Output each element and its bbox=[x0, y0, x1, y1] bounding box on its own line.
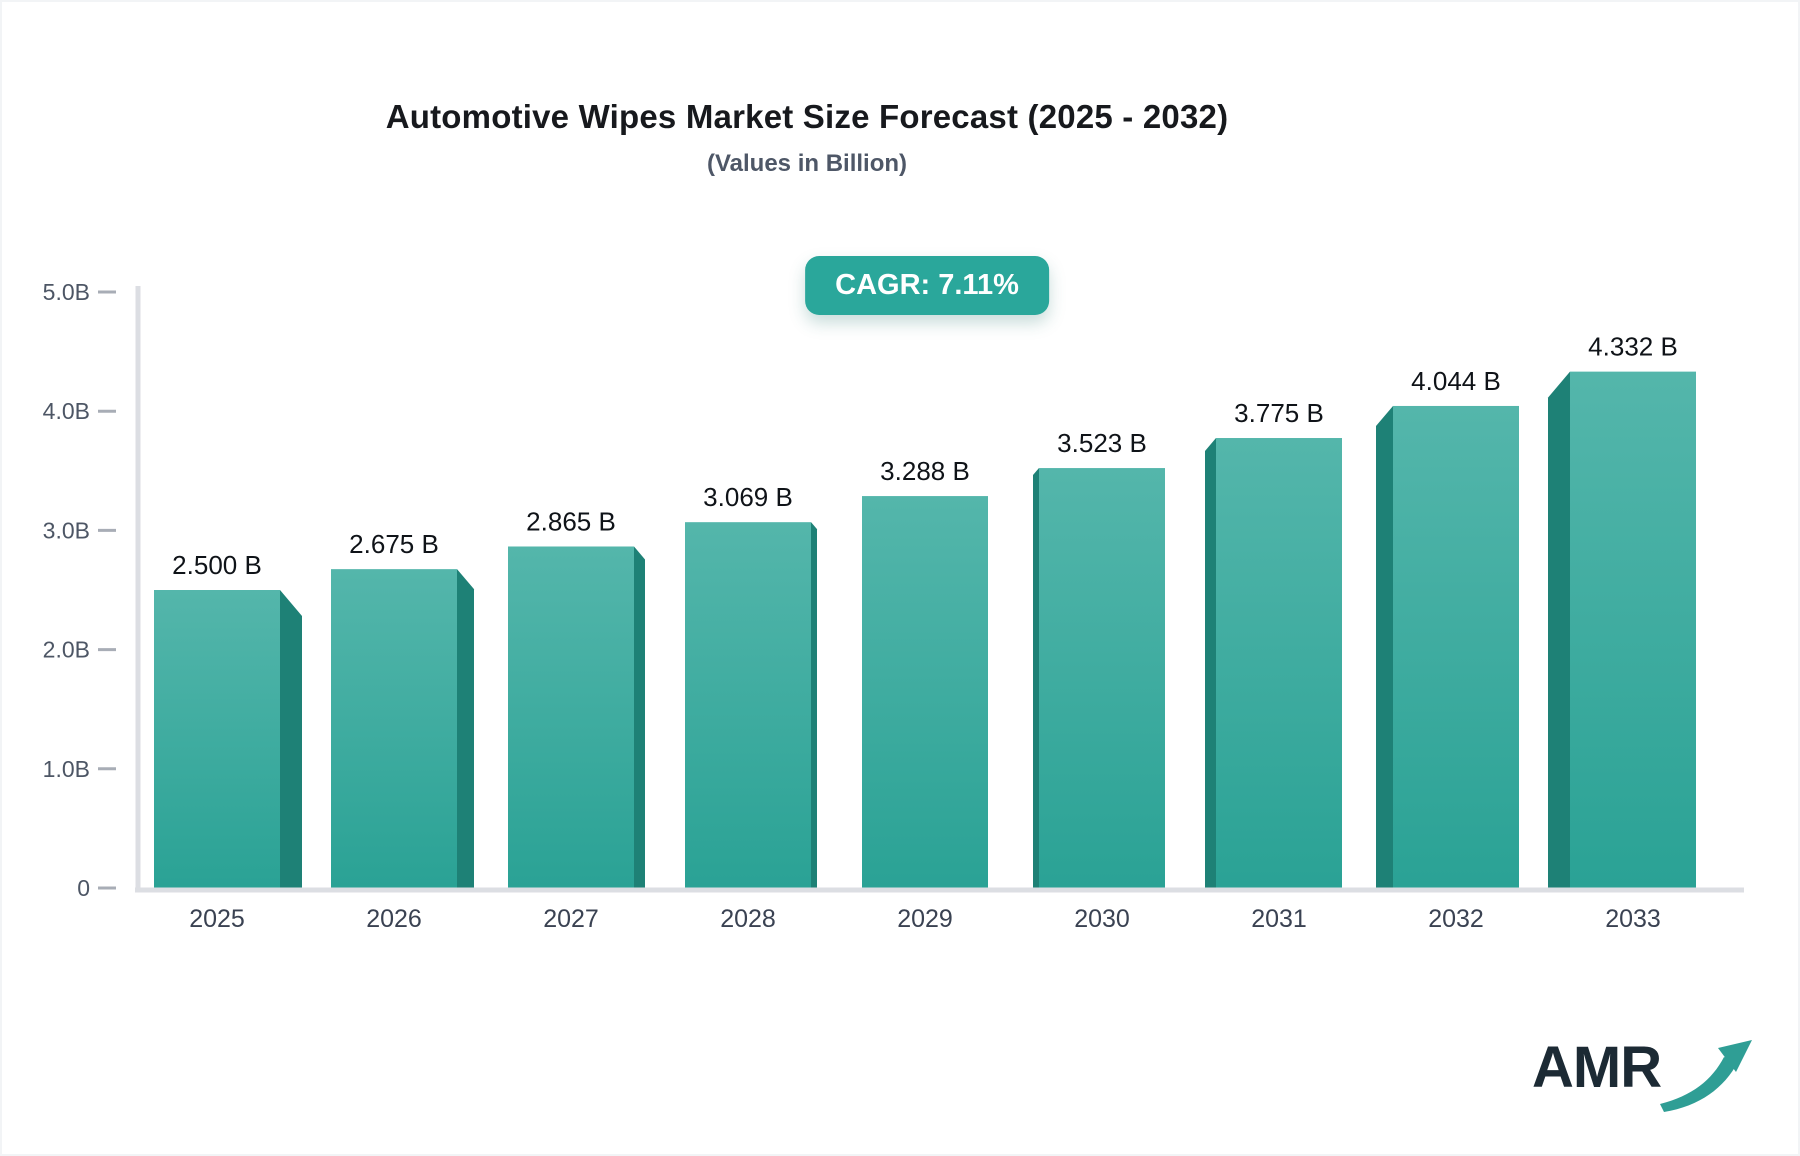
growth-arrow-icon bbox=[1660, 1040, 1752, 1112]
bar-side-2026 bbox=[457, 569, 474, 888]
bar-side-2028 bbox=[811, 522, 817, 888]
x-axis-label: 2033 bbox=[1605, 905, 1661, 933]
y-axis-label: 4.0B bbox=[43, 398, 90, 424]
bar-value-label: 3.069 B bbox=[703, 482, 793, 512]
bar-2031 bbox=[1216, 438, 1342, 888]
y-axis-label: 5.0B bbox=[43, 279, 90, 305]
amr-logo-text: AMR bbox=[1532, 1035, 1662, 1100]
bar-value-label: 2.675 B bbox=[349, 529, 439, 559]
x-axis-label: 2028 bbox=[720, 905, 776, 933]
y-axis-label: 0 bbox=[77, 875, 90, 901]
bar-value-label: 3.288 B bbox=[880, 456, 970, 486]
x-axis-label: 2029 bbox=[897, 905, 953, 933]
x-axis-label: 2027 bbox=[543, 905, 599, 933]
bar-side-2030 bbox=[1033, 468, 1039, 888]
y-axis-label: 2.0B bbox=[43, 637, 90, 663]
bar-side-2033 bbox=[1548, 371, 1570, 888]
bar-2028 bbox=[685, 522, 811, 888]
x-axis-label: 2032 bbox=[1428, 905, 1484, 933]
bar-2025 bbox=[154, 590, 280, 888]
bar-side-2025 bbox=[280, 590, 302, 888]
bar-2027 bbox=[508, 546, 634, 888]
x-axis-label: 2031 bbox=[1251, 905, 1307, 933]
bar-value-label: 4.332 B bbox=[1588, 332, 1678, 362]
market-chart: 0 1.0B 2.0B 3.0B 4.0B 5.0B 2.500 B 2025 2.675 B 2… bbox=[43, 279, 1744, 933]
bar-value-label: 2.500 B bbox=[172, 550, 262, 580]
x-axis-label: 2025 bbox=[189, 905, 245, 933]
y-axis-label: 1.0B bbox=[43, 756, 90, 782]
bar-value-label: 2.865 B bbox=[526, 506, 616, 536]
bar-2029 bbox=[862, 496, 988, 888]
x-axis-label: 2026 bbox=[366, 905, 422, 933]
bar-2033 bbox=[1570, 371, 1696, 888]
bar-2026 bbox=[331, 569, 457, 888]
y-axis-label: 3.0B bbox=[43, 517, 90, 543]
chart-title: Automotive Wipes Market Size Forecast (2… bbox=[385, 98, 1229, 135]
bar-side-2031 bbox=[1205, 438, 1216, 888]
bar-side-2027 bbox=[634, 546, 645, 888]
x-axis-label: 2030 bbox=[1074, 905, 1130, 933]
bar-side-2032 bbox=[1376, 405, 1393, 888]
chart-subtitle: (Values in Billion) bbox=[706, 150, 908, 177]
bar-2032 bbox=[1393, 405, 1519, 888]
bar-value-label: 4.044 B bbox=[1411, 366, 1501, 396]
cagr-badge: CAGR: 7.11% bbox=[805, 256, 1049, 315]
bar-value-label: 3.775 B bbox=[1234, 398, 1324, 428]
amr-logo: AMR bbox=[1532, 1034, 1752, 1124]
bar-value-label: 3.523 B bbox=[1057, 428, 1147, 458]
bar-2030 bbox=[1039, 468, 1165, 888]
